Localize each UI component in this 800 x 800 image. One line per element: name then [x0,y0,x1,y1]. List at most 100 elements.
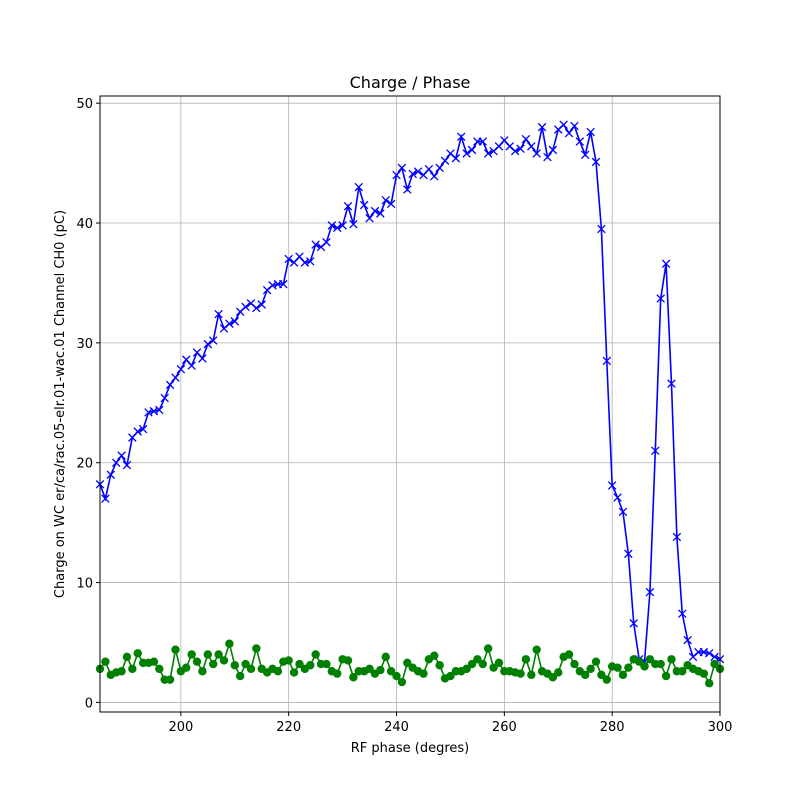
point-marker [704,649,714,658]
point-marker [133,649,142,658]
point-marker [591,157,601,167]
y-tick-label: 50 [76,97,93,112]
point-marker [241,302,250,312]
point-marker [128,664,137,674]
point-marker [225,639,234,648]
point-marker [230,317,240,326]
point-marker [521,134,531,144]
point-marker [710,652,719,662]
point-marker [365,213,374,223]
point-marker [101,657,110,666]
point-marker [208,336,218,345]
point-marker [106,470,116,479]
point-marker [446,671,455,681]
point-marker [370,206,380,216]
point-marker [306,257,315,266]
point-marker [710,659,719,669]
point-marker [403,658,412,668]
point-marker [645,655,655,664]
point-marker [651,446,660,455]
point-marker [597,670,606,680]
series-line [99,123,721,663]
point-marker [435,661,444,670]
point-marker [581,670,590,680]
point-marker [386,199,396,209]
point-marker [230,661,239,670]
point-marker [295,659,304,669]
point-marker [359,200,369,210]
point-marker [182,663,191,672]
point-marker [343,656,353,665]
point-marker [586,127,595,137]
point-marker [462,664,471,674]
point-marker [349,673,358,682]
point-marker [392,671,401,681]
point-marker [408,169,417,179]
point-marker [392,170,401,180]
point-marker [101,494,110,503]
point-marker [527,670,536,680]
point-marker [133,427,142,436]
point-marker [564,650,574,659]
point-marker [257,300,266,309]
point-marker [613,663,622,672]
x-tick-label: 200 [168,720,193,735]
point-marker [333,669,342,678]
point-marker [332,223,342,233]
x-tick-label: 240 [384,720,409,735]
point-marker [613,493,622,502]
point-marker [403,185,412,194]
chart-title: Charge / Phase [350,73,471,92]
x-tick-label: 300 [708,720,733,735]
point-marker [252,303,261,313]
point-marker [122,652,132,662]
point-marker [462,149,471,158]
point-marker [548,145,558,155]
point-marker [322,659,331,669]
point-marker [311,240,320,249]
point-marker [198,354,207,363]
point-marker [214,650,223,659]
point-marker [424,164,434,174]
point-marker [656,659,665,669]
point-marker [451,154,461,163]
point-marker [602,675,611,684]
point-marker [602,356,612,366]
point-marker [155,405,164,415]
y-tick-label: 30 [76,337,93,352]
point-marker [241,659,250,669]
point-marker [483,644,493,653]
point-marker [430,172,439,181]
point-marker [548,673,558,682]
point-marker [580,150,590,159]
point-marker [386,667,396,676]
y-tick-label: 40 [76,217,93,232]
point-marker [311,650,320,659]
point-marker [467,659,477,669]
point-marker [624,663,633,672]
point-marker [634,657,644,666]
y-tick-label: 0 [85,696,93,711]
point-marker [440,156,450,165]
point-marker [284,254,293,264]
point-marker [618,670,628,680]
point-marker [521,655,531,664]
point-marker [640,662,649,671]
point-marker [246,664,256,674]
point-marker [117,451,126,460]
point-marker [699,669,709,678]
point-marker [117,667,126,676]
point-marker [322,237,331,247]
point-marker [683,635,692,645]
point-marker [656,294,665,303]
point-marker [203,650,213,659]
point-marker [672,532,682,542]
point-marker [478,659,487,669]
point-marker [667,379,676,388]
point-marker [591,657,601,666]
point-marker [354,182,364,192]
point-marker [219,656,229,665]
point-marker [559,120,568,130]
point-marker [365,664,374,674]
